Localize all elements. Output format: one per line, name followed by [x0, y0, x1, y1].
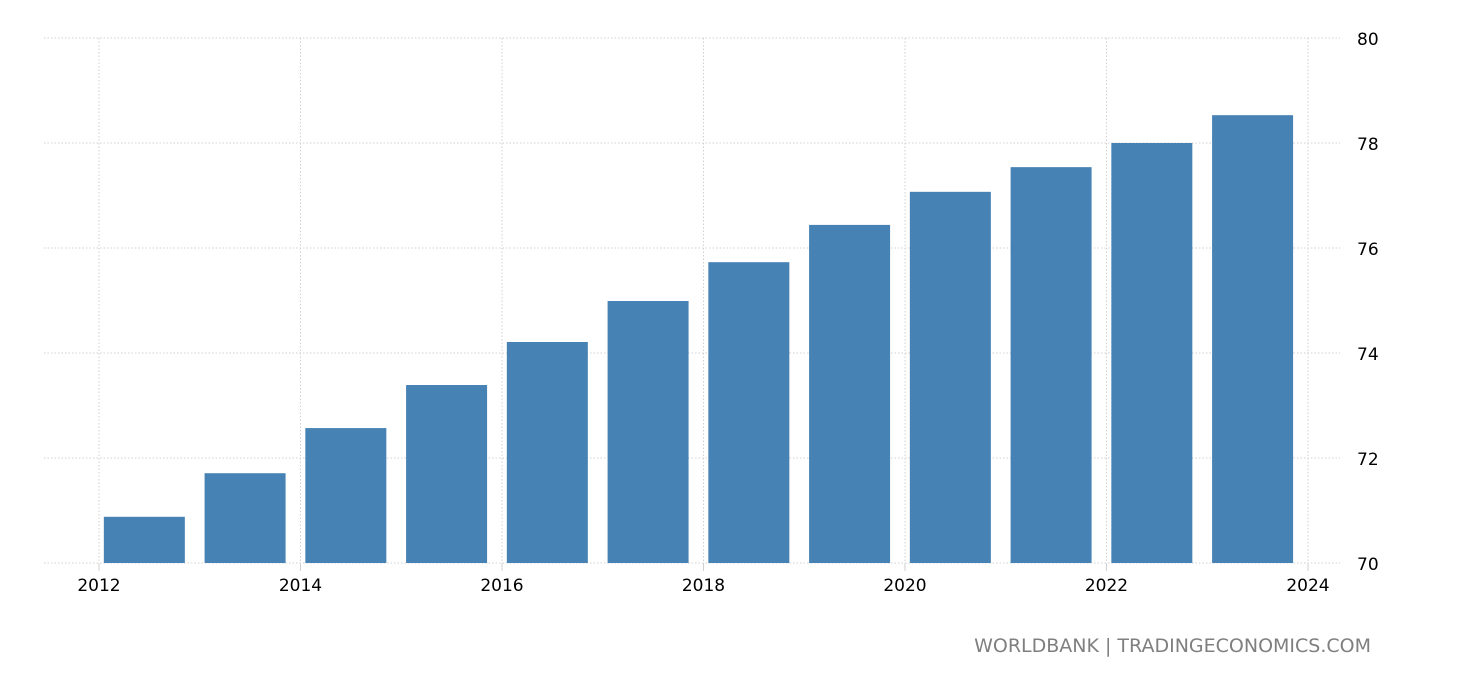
bar-2019 [809, 224, 891, 563]
y-tick-label: 78 [1357, 135, 1379, 155]
bar-2013 [204, 473, 286, 563]
x-tick-label: 2014 [279, 576, 322, 596]
y-tick-label: 70 [1357, 555, 1379, 575]
y-tick-label: 74 [1357, 345, 1379, 365]
y-tick-label: 76 [1357, 240, 1379, 260]
bar-2018 [708, 262, 790, 563]
x-tick-label: 2020 [883, 576, 926, 596]
x-tick-label: 2018 [682, 576, 725, 596]
bar-2014 [305, 428, 387, 563]
x-tick-label: 2012 [77, 576, 120, 596]
source-label: WORLDBANK | TRADINGECONOMICS.COM [974, 635, 1371, 657]
bar-2021 [1010, 167, 1092, 563]
bar-2012 [103, 516, 185, 563]
x-tick-label: 2024 [1286, 576, 1329, 596]
bar-2023 [1212, 115, 1294, 564]
x-tick-label: 2022 [1085, 576, 1128, 596]
y-tick-label: 72 [1357, 450, 1379, 470]
x-tick-label: 2016 [480, 576, 523, 596]
bar-2015 [406, 385, 488, 563]
bar-2022 [1111, 143, 1193, 563]
bar-2016 [506, 341, 588, 563]
y-tick-label: 80 [1357, 30, 1379, 50]
bar-2017 [607, 301, 689, 563]
bar-2020 [909, 191, 991, 563]
